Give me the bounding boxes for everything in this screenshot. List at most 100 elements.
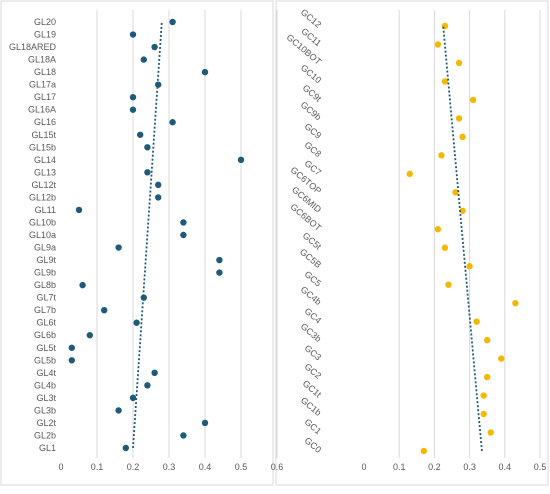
- left-data-point: [144, 144, 151, 151]
- left-x-tick-label: 0.3: [163, 462, 176, 472]
- left-category-label: GL9a: [34, 243, 56, 253]
- left-data-point: [216, 256, 223, 264]
- left-category-label: GL16A: [28, 105, 56, 115]
- left-category-label: GL11: [35, 205, 56, 215]
- right-data-point: [441, 244, 449, 251]
- right-data-point: [455, 59, 463, 67]
- right-data-point: [498, 355, 505, 362]
- right-data-point: [487, 429, 494, 436]
- left-data-point: [144, 382, 151, 389]
- right-chart-panel: 0 0.1 0.2 0.3 0.4 0.5GC12GC11GC10BOTGC10GC9tG…: [275, 0, 549, 486]
- left-data-point: [115, 244, 122, 251]
- left-x-tick-label: 0.5: [235, 462, 248, 472]
- right-data-point: [420, 447, 428, 455]
- right-category-label: GC9: [303, 121, 324, 141]
- left-x-tick-label: 0.2: [127, 462, 140, 472]
- left-x-tick-label: 0: [58, 462, 63, 472]
- left-category-label: GL19: [34, 30, 56, 40]
- left-chart-panel: 0 0.1 0.2 0.3 0.4 0.5 0.6 GL20 GL19 GL18ARED GL18A…: [0, 0, 284, 486]
- right-category-label: GC4b: [299, 284, 323, 307]
- left-data-point: [151, 369, 158, 377]
- left-data-point: [79, 281, 86, 289]
- left-data-point: [155, 181, 162, 189]
- left-category-label: GL17a: [29, 80, 56, 90]
- left-data-point: [201, 419, 209, 427]
- left-category-label: GL7t: [36, 293, 56, 303]
- left-category-label: GL8b: [34, 280, 56, 290]
- left-data-point: [140, 56, 147, 63]
- left-category-label: GL18ARED: [9, 42, 57, 52]
- right-category-label: GC5B: [298, 247, 323, 270]
- left-data-point: [201, 68, 209, 76]
- left-data-point: [129, 31, 137, 38]
- right-data-point: [434, 41, 442, 48]
- right-data-point: [484, 373, 491, 381]
- right-data-point: [484, 336, 491, 344]
- left-category-label: GL14: [34, 155, 56, 165]
- left-category-label: GL6t: [36, 318, 56, 328]
- left-data-point: [137, 131, 144, 138]
- right-category-label: GC1b: [299, 395, 323, 418]
- left-x-tick-label: 0.6: [271, 462, 284, 472]
- right-category-label: GC10: [299, 62, 323, 85]
- left-category-label: GL9t: [36, 255, 56, 265]
- left-category-label: GL18: [34, 67, 56, 77]
- left-trendline: [132, 21, 163, 449]
- right-category-label: GC9b: [299, 99, 323, 122]
- left-data-point: [155, 194, 162, 201]
- right-data-point: [473, 318, 480, 325]
- left-data-point: [122, 444, 129, 452]
- left-data-point: [151, 43, 158, 51]
- left-data-point: [68, 344, 76, 351]
- left-data-point: [129, 93, 137, 101]
- right-category-label: GC2: [303, 361, 324, 381]
- right-x-tick-label: 0.3: [463, 462, 476, 472]
- left-category-label: GL3b: [34, 405, 56, 415]
- left-data-point: [216, 269, 223, 276]
- right-category-label: GC3: [303, 343, 324, 363]
- left-x-tick-label: 0.4: [199, 462, 212, 472]
- left-data-point: [133, 319, 140, 326]
- left-category-label: GL4t: [36, 368, 56, 378]
- left-data-point: [86, 332, 94, 339]
- left-category-label: GL20: [34, 17, 56, 27]
- left-category-label: GL16: [34, 117, 56, 127]
- right-x-tick-label: 0.4: [499, 462, 512, 472]
- left-data-point: [101, 306, 108, 314]
- left-category-label: GL5b: [34, 355, 56, 365]
- left-category-label: GL10a: [29, 230, 56, 240]
- right-x-tick-label: 0: [361, 462, 366, 472]
- right-category-label: GC8: [303, 140, 324, 160]
- right-x-tick-label: 0.5: [534, 462, 547, 472]
- right-x-tick-label: 0.1: [393, 462, 406, 472]
- left-data-point: [180, 231, 187, 239]
- left-chart-border: [0, 0, 274, 486]
- right-data-point: [459, 207, 466, 214]
- right-x-tick-label: 0.2: [428, 462, 441, 472]
- left-category-label: GL3t: [36, 393, 56, 403]
- right-category-label: GC1: [303, 417, 324, 437]
- left-data-point: [129, 106, 137, 113]
- left-category-label: GL17: [34, 92, 56, 102]
- left-data-point: [169, 119, 176, 126]
- left-data-point: [144, 169, 151, 176]
- left-data-point: [169, 18, 176, 26]
- left-category-label: GL13: [34, 167, 56, 177]
- left-data-point: [129, 394, 137, 402]
- right-data-point: [480, 392, 487, 399]
- right-trendline: [442, 25, 483, 452]
- right-category-label: GC0: [303, 435, 324, 455]
- left-data-point: [68, 357, 76, 364]
- left-category-label: GL12t: [31, 180, 56, 190]
- right-category-label: GC12: [299, 7, 323, 30]
- right-data-point: [459, 133, 466, 141]
- left-category-label: GL2b: [34, 430, 56, 440]
- right-data-point: [445, 281, 452, 288]
- left-data-point: [237, 156, 245, 164]
- left-x-tick-label: 0.1: [91, 462, 104, 472]
- left-category-label: GL10b: [29, 217, 56, 227]
- right-data-point: [452, 189, 459, 196]
- left-category-label: GL15t: [31, 130, 56, 140]
- left-category-label: GL9b: [34, 268, 56, 278]
